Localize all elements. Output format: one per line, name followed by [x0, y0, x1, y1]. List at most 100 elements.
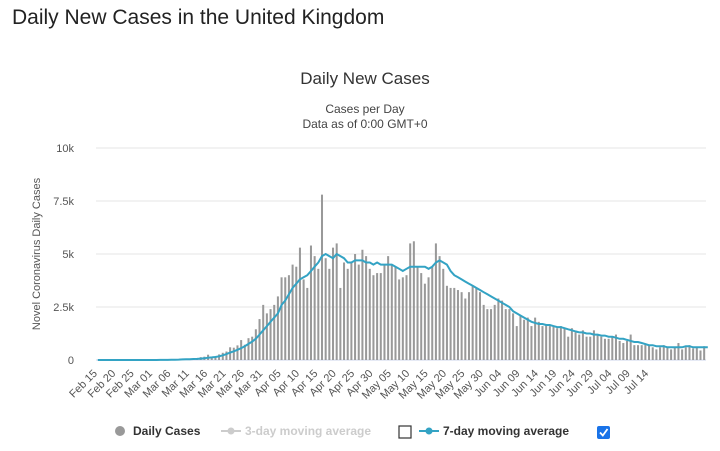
daily-case-bar[interactable] — [603, 338, 606, 360]
daily-case-bar[interactable] — [666, 347, 669, 360]
daily-case-bar[interactable] — [670, 349, 673, 360]
daily-case-bar[interactable] — [501, 300, 504, 360]
daily-case-bar[interactable] — [328, 268, 331, 360]
daily-case-bar[interactable] — [313, 256, 316, 360]
daily-case-bar[interactable] — [324, 258, 327, 360]
ma7-checkbox[interactable] — [597, 426, 610, 439]
daily-case-bar[interactable] — [644, 344, 647, 360]
daily-case-bar[interactable] — [659, 347, 662, 360]
daily-case-bar[interactable] — [398, 279, 401, 360]
daily-case-bar[interactable] — [427, 277, 430, 360]
daily-case-bar[interactable] — [438, 256, 441, 360]
daily-case-bar[interactable] — [460, 292, 463, 360]
daily-case-bar[interactable] — [284, 277, 287, 360]
daily-case-bar[interactable] — [453, 287, 456, 360]
daily-case-bar[interactable] — [240, 340, 243, 360]
daily-case-bar[interactable] — [361, 249, 364, 360]
daily-case-bar[interactable] — [490, 309, 493, 360]
daily-case-bar[interactable] — [523, 319, 526, 360]
daily-case-bar[interactable] — [221, 352, 224, 360]
daily-case-bar[interactable] — [467, 292, 470, 360]
daily-case-bar[interactable] — [567, 336, 570, 360]
daily-case-bar[interactable] — [596, 334, 599, 360]
legend-daily-cases[interactable]: Daily Cases — [115, 424, 201, 438]
daily-case-bar[interactable] — [376, 273, 379, 360]
daily-case-bar[interactable] — [559, 326, 562, 360]
daily-case-bar[interactable] — [545, 323, 548, 360]
daily-case-bar[interactable] — [416, 266, 419, 360]
daily-case-bar[interactable] — [526, 317, 529, 360]
daily-case-bar[interactable] — [379, 273, 382, 360]
daily-case-bar[interactable] — [537, 321, 540, 360]
daily-case-bar[interactable] — [512, 313, 515, 360]
daily-case-bar[interactable] — [306, 287, 309, 360]
daily-case-bar[interactable] — [302, 279, 305, 360]
daily-case-bar[interactable] — [504, 309, 507, 360]
daily-case-bar[interactable] — [581, 330, 584, 360]
daily-case-bar[interactable] — [387, 256, 390, 360]
daily-case-bar[interactable] — [383, 264, 386, 360]
daily-case-bar[interactable] — [541, 326, 544, 360]
daily-case-bar[interactable] — [475, 287, 478, 360]
daily-case-bar[interactable] — [508, 309, 511, 360]
daily-case-bar[interactable] — [287, 275, 290, 360]
daily-case-bar[interactable] — [497, 298, 500, 360]
daily-case-bar[interactable] — [688, 345, 691, 360]
daily-case-bar[interactable] — [254, 329, 257, 360]
legend-ma7[interactable]: 7-day moving average — [419, 424, 569, 438]
daily-case-bar[interactable] — [556, 328, 559, 360]
daily-case-bar[interactable] — [214, 356, 217, 360]
daily-case-bar[interactable] — [273, 304, 276, 360]
daily-case-bar[interactable] — [405, 275, 408, 360]
daily-case-bar[interactable] — [515, 326, 518, 360]
daily-case-bar[interactable] — [251, 336, 254, 360]
daily-case-bar[interactable] — [456, 290, 459, 360]
daily-case-bar[interactable] — [482, 304, 485, 360]
daily-case-bar[interactable] — [578, 334, 581, 360]
daily-case-bar[interactable] — [339, 287, 342, 360]
daily-case-bar[interactable] — [585, 336, 588, 360]
daily-case-bar[interactable] — [530, 326, 533, 360]
daily-case-bar[interactable] — [332, 247, 335, 360]
daily-case-bar[interactable] — [401, 277, 404, 360]
daily-case-bar[interactable] — [651, 347, 654, 360]
daily-case-bar[interactable] — [368, 268, 371, 360]
daily-case-bar[interactable] — [563, 328, 566, 360]
daily-case-bar[interactable] — [592, 330, 595, 360]
daily-case-bar[interactable] — [390, 264, 393, 360]
daily-case-bar[interactable] — [346, 268, 349, 360]
daily-case-bar[interactable] — [243, 344, 246, 360]
daily-case-bar[interactable] — [431, 266, 434, 360]
daily-case-bar[interactable] — [699, 350, 702, 360]
daily-case-bar[interactable] — [420, 273, 423, 360]
daily-case-bar[interactable] — [681, 349, 684, 360]
daily-case-bar[interactable] — [291, 264, 294, 360]
daily-case-bar[interactable] — [445, 285, 448, 360]
daily-case-bar[interactable] — [695, 347, 698, 360]
daily-case-bar[interactable] — [354, 254, 357, 360]
daily-case-bar[interactable] — [600, 336, 603, 360]
daily-case-bar[interactable] — [449, 287, 452, 360]
daily-case-bar[interactable] — [269, 309, 272, 360]
daily-case-bar[interactable] — [519, 315, 522, 360]
daily-case-bar[interactable] — [258, 319, 261, 360]
daily-case-bar[interactable] — [295, 266, 298, 360]
daily-case-bar[interactable] — [225, 351, 228, 360]
daily-case-bar[interactable] — [232, 347, 235, 360]
daily-case-bar[interactable] — [625, 340, 629, 360]
daily-case-bar[interactable] — [637, 345, 640, 360]
daily-case-bar[interactable] — [684, 347, 687, 360]
legend-ma3[interactable]: 3-day moving average — [221, 424, 371, 438]
daily-case-bar[interactable] — [434, 243, 437, 360]
daily-case-bar[interactable] — [570, 328, 573, 360]
daily-case-bar[interactable] — [298, 247, 301, 360]
daily-case-bar[interactable] — [357, 264, 360, 360]
daily-case-bar[interactable] — [607, 338, 610, 360]
daily-case-bar[interactable] — [409, 243, 412, 360]
daily-case-bar[interactable] — [574, 332, 577, 360]
daily-case-bar[interactable] — [655, 349, 658, 360]
daily-case-bar[interactable] — [464, 298, 467, 360]
daily-case-bar[interactable] — [611, 336, 614, 360]
daily-case-bar[interactable] — [236, 345, 239, 360]
daily-case-bar[interactable] — [247, 338, 250, 360]
